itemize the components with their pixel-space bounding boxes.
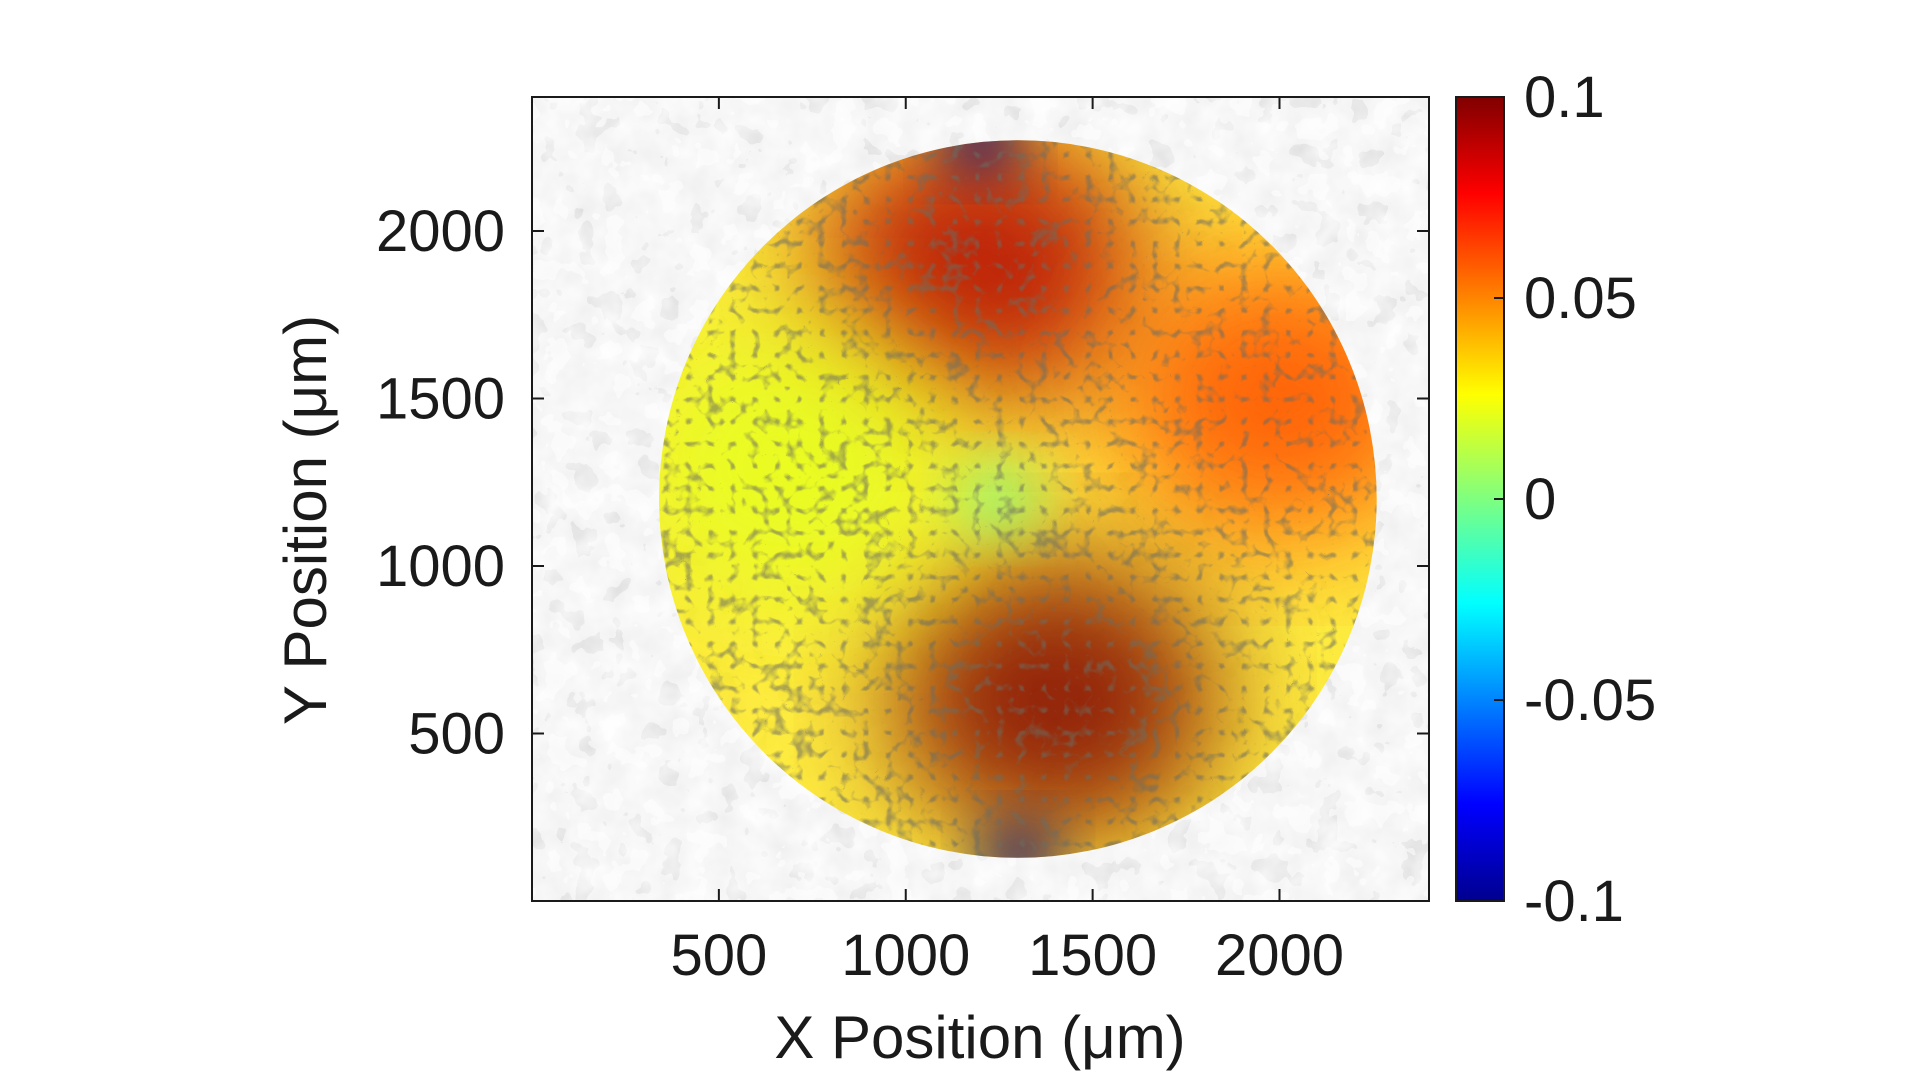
colorbar-tick-label: 0 bbox=[1524, 467, 1556, 532]
x-axis-title: X Position (μm) bbox=[774, 1004, 1185, 1071]
colorbar-tick-label: -0.1 bbox=[1524, 869, 1624, 934]
x-tick-label: 2000 bbox=[1215, 923, 1344, 988]
y-axis: 500 1000 1500 2000 bbox=[376, 199, 1429, 767]
colorbar: 0.1 0.05 0 -0.05 -0.1 bbox=[1455, 65, 1656, 934]
y-tick-label: 500 bbox=[408, 702, 505, 767]
y-tick-label: 1000 bbox=[376, 534, 505, 599]
colorbar-tick-label: 0.05 bbox=[1524, 266, 1637, 331]
y-tick-label: 2000 bbox=[376, 199, 505, 264]
colorbar-tick-label: -0.05 bbox=[1524, 668, 1656, 733]
x-tick-label: 1500 bbox=[1028, 923, 1157, 988]
colorbar-tick-label: 0.1 bbox=[1524, 65, 1605, 130]
plot-frame bbox=[531, 96, 1430, 902]
strain-field bbox=[659, 140, 1377, 858]
y-axis-title: Y Position (μm) bbox=[272, 315, 339, 725]
plot-area bbox=[531, 96, 1430, 902]
fiber-network-texture bbox=[659, 140, 1377, 858]
x-tick-label: 1000 bbox=[841, 923, 970, 988]
x-tick-label: 500 bbox=[670, 923, 767, 988]
y-tick-label: 1500 bbox=[376, 367, 505, 432]
x-axis: 500 1000 1500 2000 bbox=[670, 97, 1344, 988]
